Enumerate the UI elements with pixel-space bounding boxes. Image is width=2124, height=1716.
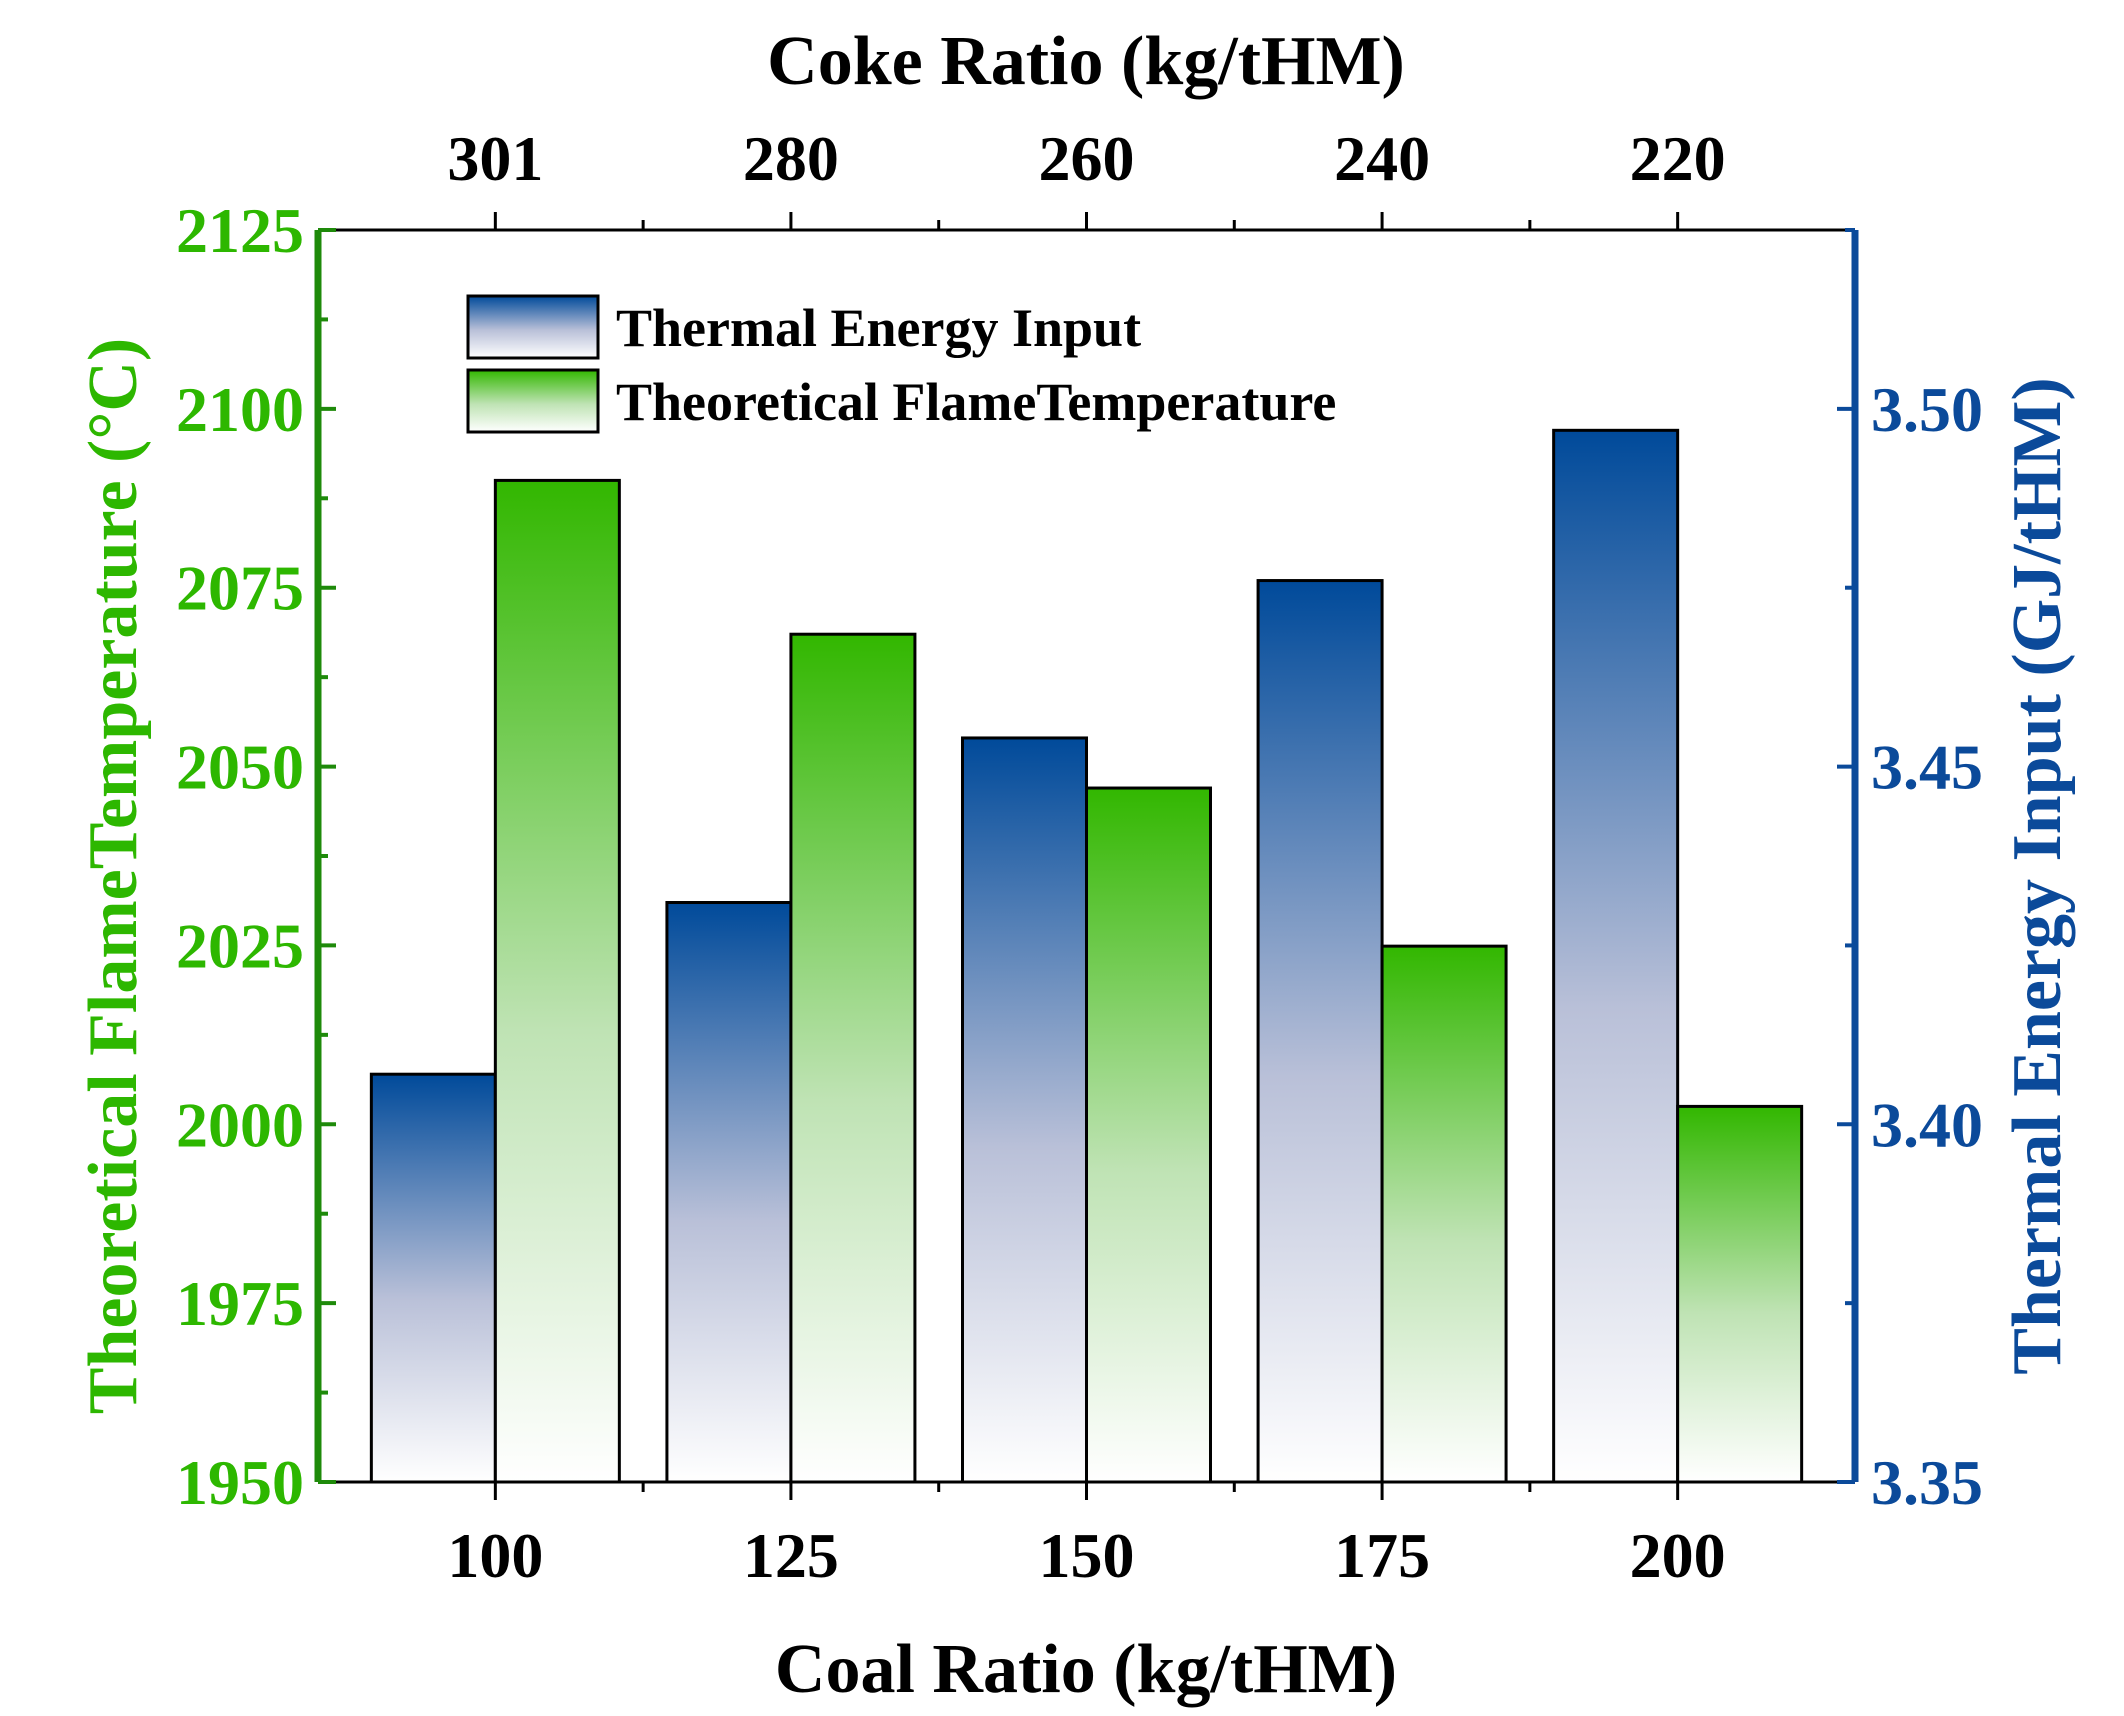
left-tick-label: 2000: [176, 1089, 304, 1160]
left-tick-label: 2100: [176, 374, 304, 445]
left-tick-label: 2025: [176, 910, 304, 981]
right-tick-label: 3.40: [1871, 1089, 1983, 1160]
legend: Thermal Energy Input Theoretical FlameTe…: [466, 294, 1336, 434]
left-tick-label: 2050: [176, 732, 304, 803]
bar-thermal-energy-input-175: [1256, 579, 1384, 1484]
right-axis-title: Thermal Energy Input (GJ/tHM): [1999, 377, 2076, 1374]
left-axis-title: Theoretical FlameTemperature (°C): [75, 338, 152, 1414]
top-tick-label: 260: [1039, 123, 1135, 194]
top-tick-label: 220: [1630, 123, 1726, 194]
top-tick-label: 240: [1334, 123, 1430, 194]
bottom-axis-title: Coal Ratio (kg/tHM): [775, 1631, 1397, 1708]
left-tick-label: 1975: [176, 1268, 304, 1339]
bar-thermal-energy-input-100: [369, 1072, 497, 1484]
right-tick-label: 3.45: [1871, 732, 1983, 803]
bar-thermal-energy-input-200: [1552, 428, 1680, 1484]
bar-theoretical-flametemperature-100: [493, 478, 621, 1484]
right-tick-label: 3.35: [1871, 1447, 1983, 1518]
bar-theoretical-flametemperature-200: [1676, 1104, 1804, 1484]
top-tick-label: 301: [447, 123, 543, 194]
bottom-tick-label: 175: [1334, 1520, 1430, 1591]
legend-label-theoretical-flame-temperature: Theoretical FlameTemperature: [616, 372, 1336, 432]
right-tick-label: 3.50: [1871, 374, 1983, 445]
top-axis-title: Coke Ratio (kg/tHM): [767, 23, 1405, 100]
bar-thermal-energy-input-125: [665, 901, 793, 1484]
bottom-tick-label: 150: [1039, 1520, 1135, 1591]
left-tick-label: 2125: [176, 195, 304, 266]
bar-thermal-energy-input-150: [961, 736, 1088, 1484]
legend-label-thermal-energy-input: Thermal Energy Input: [616, 298, 1141, 358]
bottom-tick-label: 100: [447, 1520, 543, 1591]
bars-layer: [369, 428, 1804, 1484]
left-tick-label: 2075: [176, 553, 304, 624]
left-tick-label: 1950: [176, 1447, 304, 1518]
bar-theoretical-flametemperature-125: [789, 632, 917, 1484]
legend-swatch-thermal-energy-input: [466, 294, 600, 360]
bottom-tick-label: 200: [1630, 1520, 1726, 1591]
axes-layer: 100 301 125 280 150 260 175 240 200 220 1950 1975 20…: [176, 123, 1983, 1591]
bar-theoretical-flametemperature-175: [1380, 944, 1508, 1484]
bar-theoretical-flametemperature-150: [1085, 786, 1212, 1484]
top-tick-label: 280: [743, 123, 839, 194]
legend-swatch-theoretical-flame-temperature: [466, 368, 600, 434]
bottom-tick-label: 125: [743, 1520, 839, 1591]
